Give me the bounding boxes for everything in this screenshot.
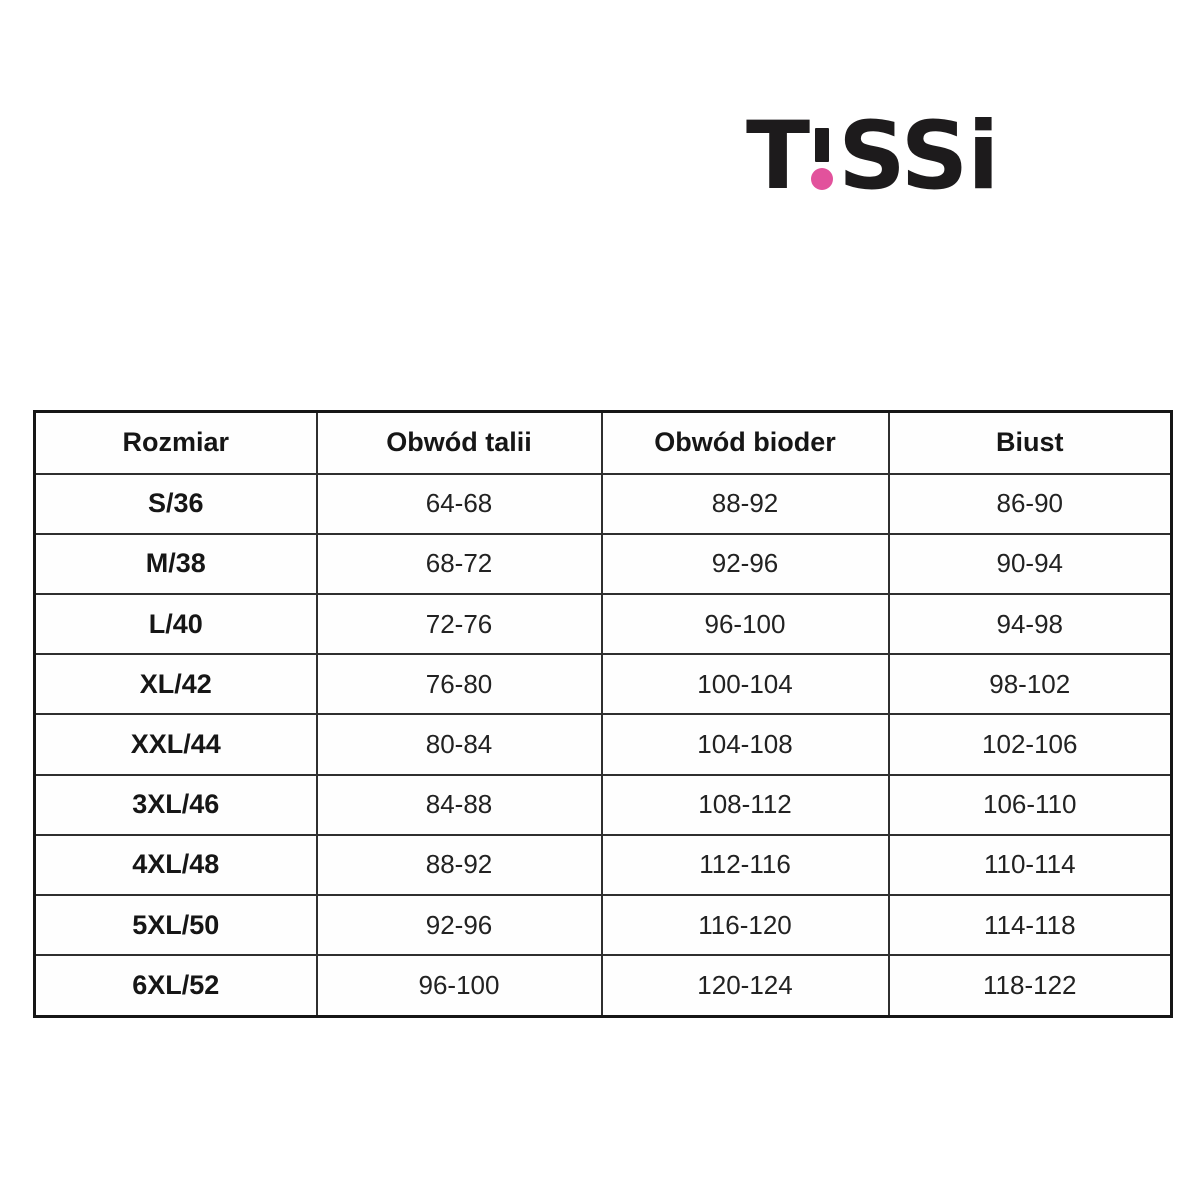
header-waist: Obwód talii [315,410,603,475]
waist-cell: 96-100 [315,954,603,1018]
size-cell: 3XL/46 [33,773,318,836]
table-row: XXL/44 80-84 104-108 102-106 [33,713,1173,776]
waist-cell: 80-84 [315,713,603,776]
hips-cell: 88-92 [600,472,890,535]
logo-letter-t: T [746,102,810,211]
bust-cell: 94-98 [887,592,1173,656]
table-row: L/40 72-76 96-100 94-98 [33,592,1173,656]
hips-cell: 92-96 [600,532,890,595]
brand-logo: T SSi [746,102,1000,211]
hips-cell: 112-116 [600,833,890,897]
hips-cell: 116-120 [600,894,890,957]
waist-cell: 68-72 [315,532,603,595]
table-row: M/38 68-72 92-96 90-94 [33,532,1173,595]
bust-cell: 98-102 [887,653,1173,716]
table-row: 3XL/46 84-88 108-112 106-110 [33,773,1173,836]
waist-cell: 76-80 [315,653,603,716]
hips-cell: 96-100 [600,592,890,656]
header-hips: Obwód bioder [600,410,890,475]
size-cell: XL/42 [33,653,318,716]
table-row: S/36 64-68 88-92 86-90 [33,472,1173,535]
table-row: 5XL/50 92-96 116-120 114-118 [33,894,1173,957]
table-row: 4XL/48 88-92 112-116 110-114 [33,833,1173,897]
waist-cell: 88-92 [315,833,603,897]
logo-exclamation-icon [811,110,834,204]
header-size: Rozmiar [33,410,318,475]
hips-cell: 104-108 [600,713,890,776]
waist-cell: 84-88 [315,773,603,836]
bust-cell: 90-94 [887,532,1173,595]
size-cell: XXL/44 [33,713,318,776]
header-row: Rozmiar Obwód talii Obwód bioder Biust [33,410,1173,475]
size-cell: S/36 [33,472,318,535]
logo-pink-dot-icon [811,168,834,190]
waist-cell: 92-96 [315,894,603,957]
waist-cell: 64-68 [315,472,603,535]
header-bust: Biust [887,410,1173,475]
size-cell: 6XL/52 [33,954,318,1018]
size-cell: 4XL/48 [33,833,318,897]
size-chart-table: Rozmiar Obwód talii Obwód bioder Biust S… [33,410,1173,1018]
logo-exclamation-bar [815,128,830,162]
logo-letters-ssi: SSi [838,102,999,211]
size-cell: M/38 [33,532,318,595]
hips-cell: 120-124 [600,954,890,1018]
table-row: 6XL/52 96-100 120-124 118-122 [33,954,1173,1018]
waist-cell: 72-76 [315,592,603,656]
bust-cell: 114-118 [887,894,1173,957]
table-row: XL/42 76-80 100-104 98-102 [33,653,1173,716]
bust-cell: 118-122 [887,954,1173,1018]
bust-cell: 110-114 [887,833,1173,897]
hips-cell: 100-104 [600,653,890,716]
hips-cell: 108-112 [600,773,890,836]
size-cell: 5XL/50 [33,894,318,957]
size-cell: L/40 [33,592,318,656]
bust-cell: 106-110 [887,773,1173,836]
bust-cell: 86-90 [887,472,1173,535]
bust-cell: 102-106 [887,713,1173,776]
